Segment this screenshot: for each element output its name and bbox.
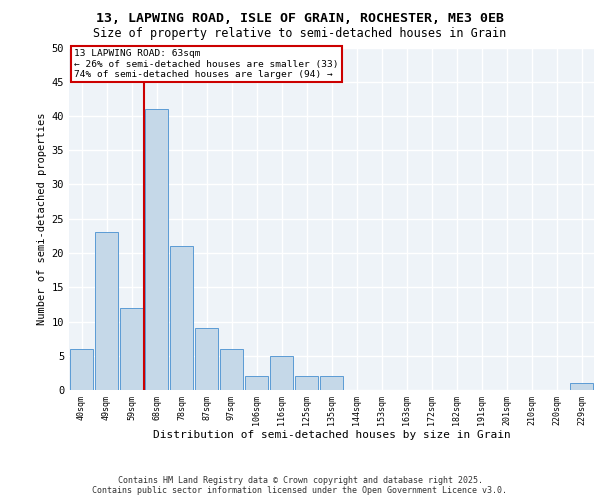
Text: Contains HM Land Registry data © Crown copyright and database right 2025.
Contai: Contains HM Land Registry data © Crown c… <box>92 476 508 495</box>
Bar <box>145 109 169 390</box>
Bar <box>245 376 268 390</box>
Bar <box>220 349 244 390</box>
Bar <box>569 383 593 390</box>
Bar <box>320 376 343 390</box>
Bar <box>119 308 143 390</box>
Bar <box>194 328 218 390</box>
Y-axis label: Number of semi-detached properties: Number of semi-detached properties <box>37 112 47 325</box>
Bar <box>170 246 193 390</box>
Text: 13, LAPWING ROAD, ISLE OF GRAIN, ROCHESTER, ME3 0EB: 13, LAPWING ROAD, ISLE OF GRAIN, ROCHEST… <box>96 12 504 26</box>
Bar <box>295 376 319 390</box>
Text: 13 LAPWING ROAD: 63sqm
← 26% of semi-detached houses are smaller (33)
74% of sem: 13 LAPWING ROAD: 63sqm ← 26% of semi-det… <box>74 49 339 79</box>
Text: Size of property relative to semi-detached houses in Grain: Size of property relative to semi-detach… <box>94 28 506 40</box>
Bar <box>269 356 293 390</box>
Bar <box>95 232 118 390</box>
X-axis label: Distribution of semi-detached houses by size in Grain: Distribution of semi-detached houses by … <box>152 430 511 440</box>
Bar <box>70 349 94 390</box>
